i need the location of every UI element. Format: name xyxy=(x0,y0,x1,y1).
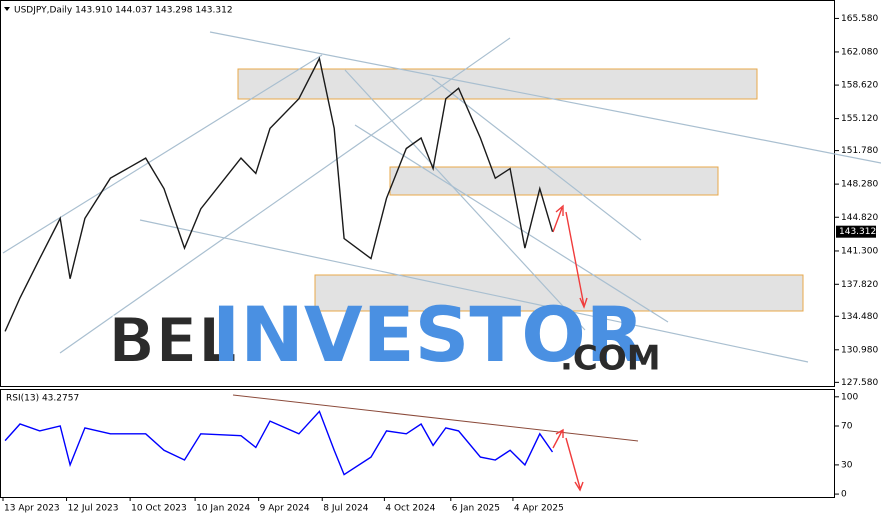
arrow xyxy=(552,204,564,233)
arrow xyxy=(552,428,564,449)
trendline xyxy=(344,69,586,331)
watermark: BEL INVESTOR .COM xyxy=(107,290,661,379)
trendline xyxy=(2,54,323,254)
y-tick-label: 148.280 xyxy=(841,180,878,190)
trendlines xyxy=(2,31,881,363)
x-tick-label: 10 Jan 2024 xyxy=(196,504,250,514)
y-tick-label: 141.300 xyxy=(841,246,878,256)
y-tick-label: 130.980 xyxy=(841,345,878,355)
rsi-panel xyxy=(0,389,835,498)
y-tick-label: 134.480 xyxy=(841,312,878,322)
x-tick-label: 9 Apr 2024 xyxy=(260,504,310,514)
trendline xyxy=(431,77,642,241)
trendline xyxy=(139,219,809,363)
chart-title: USDJPY,Daily 143.910 144.037 143.298 143… xyxy=(14,6,233,16)
y-tick-label: 0 xyxy=(841,490,847,500)
trendline xyxy=(59,37,511,354)
trendline xyxy=(209,31,881,164)
zone xyxy=(237,68,758,100)
price-panel xyxy=(0,0,835,387)
watermark-part: INVESTOR xyxy=(212,290,644,379)
zone xyxy=(389,166,719,196)
price-tag-label: 143.312 xyxy=(839,227,876,237)
y-tick-label: 165.580 xyxy=(841,14,878,24)
arrow xyxy=(565,437,584,492)
trendline xyxy=(354,124,669,323)
watermark-part: BEL xyxy=(108,304,237,377)
y-tick-label: 151.780 xyxy=(841,146,878,156)
y-tick-label: 127.580 xyxy=(841,378,878,388)
x-tick-label: 6 Jan 2025 xyxy=(452,504,500,514)
y-tick-label: 144.820 xyxy=(841,213,878,223)
rsi-trendline xyxy=(232,394,639,442)
y-tick-label: 137.820 xyxy=(841,280,878,290)
zone xyxy=(314,274,804,312)
x-tick-label: 4 Apr 2025 xyxy=(514,504,564,514)
y-tick-label: 155.120 xyxy=(841,114,878,124)
rsi-title: RSI(13) 43.2757 xyxy=(6,394,79,404)
price-tag xyxy=(836,225,876,238)
x-tick-label: 10 Oct 2023 xyxy=(131,504,187,514)
arrows xyxy=(552,204,588,492)
x-tick-label: 4 Oct 2024 xyxy=(385,504,435,514)
x-tick-label: 12 Jul 2023 xyxy=(68,504,119,514)
y-tick-label: 100 xyxy=(841,392,858,402)
arrow xyxy=(565,211,588,309)
price-line xyxy=(4,410,554,476)
watermark-part: .COM xyxy=(560,339,661,379)
y-tick-label: 30 xyxy=(841,460,853,470)
y-tick-label: 162.080 xyxy=(841,47,878,57)
x-tick-label: 8 Jul 2024 xyxy=(323,504,368,514)
y-tick-label: 158.620 xyxy=(841,81,878,91)
price-line xyxy=(4,56,554,332)
x-tick-label: 13 Apr 2023 xyxy=(4,504,60,514)
y-tick-label: 70 xyxy=(841,421,853,431)
menu-icon[interactable] xyxy=(4,7,10,11)
